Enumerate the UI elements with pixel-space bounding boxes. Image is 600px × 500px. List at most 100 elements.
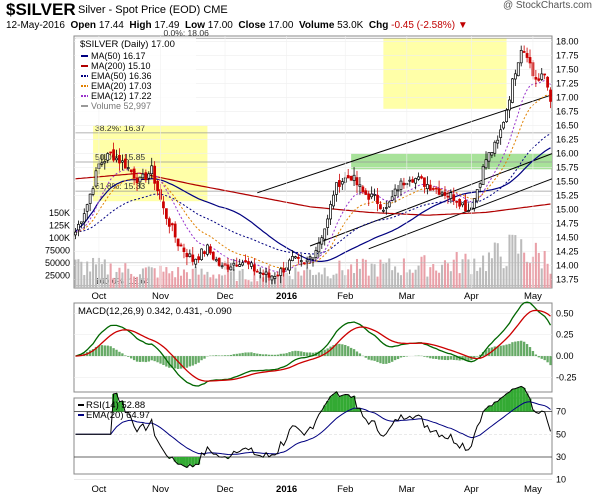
low-value: 17.00 (207, 20, 233, 31)
macd-hist-bar (303, 352, 306, 357)
candle-body (543, 73, 547, 76)
volume-bar (174, 277, 177, 288)
volume-bar (508, 234, 511, 288)
candle-body (106, 153, 110, 161)
rsi-overbought-fill (112, 393, 116, 412)
volume-bar (505, 266, 508, 288)
macd-hist-bar (144, 356, 148, 363)
rsi-oversold-fill (176, 456, 180, 465)
volume-bar (188, 278, 191, 288)
volume-bar (259, 275, 262, 288)
candle-body (182, 247, 186, 252)
candle-body (179, 244, 183, 247)
exchange-text: CME (203, 4, 228, 16)
price-tick-label: 16.25 (556, 135, 579, 145)
candle-body (370, 193, 374, 198)
volume-bar (367, 275, 370, 288)
volume-bar (218, 274, 221, 288)
volume-bar (382, 263, 385, 288)
macd-hist-bar (168, 356, 171, 368)
macd-hist-bar (349, 347, 353, 357)
candle-body (467, 210, 470, 212)
candle-body (77, 224, 80, 231)
macd-hist-bar (244, 352, 247, 357)
macd-hist-bar (455, 356, 458, 361)
volume-bar (467, 259, 470, 288)
rsi-overbought-fill (505, 393, 509, 412)
macd-hist-bar (399, 356, 403, 358)
macd-hist-bar (273, 354, 277, 357)
candle-body (214, 259, 218, 262)
volume-bar (435, 270, 438, 288)
volume-bar (455, 252, 458, 288)
channel-line-middle (309, 153, 553, 247)
candle-body (141, 173, 145, 179)
macd-hist-bar (487, 348, 491, 357)
volume-bar (221, 275, 224, 288)
macd-hist-bar (159, 356, 162, 364)
price-tick-label: 14.00 (556, 261, 579, 271)
rsi-overbought-fill (340, 395, 344, 412)
candle-body (170, 223, 174, 226)
high-value: 17.49 (154, 20, 180, 31)
volume-tick-label: 125K (49, 221, 70, 231)
macd-hist-bar (279, 353, 282, 357)
volume-bar (194, 266, 197, 288)
candle-body (420, 176, 423, 179)
volume-bar (147, 266, 150, 288)
volume-bar (89, 271, 92, 288)
candle-body (79, 221, 83, 224)
macd-hist-bar (215, 355, 218, 357)
macd-hist-bar (478, 354, 482, 357)
macd-hist-bar (531, 351, 535, 357)
macd-hist-bar (467, 356, 470, 361)
macd-hist-bar (247, 352, 250, 357)
macd-hist-bar (376, 356, 379, 363)
volume-bar (262, 277, 265, 288)
macd-hist-bar (138, 356, 142, 362)
ema50-line (75, 133, 551, 255)
rsi-ema-line (75, 401, 551, 456)
rsi-overbought-fill (343, 394, 347, 412)
candle-body (103, 161, 107, 164)
x-axis-label-lower: 2016 (276, 484, 297, 495)
volume-bar (534, 242, 537, 288)
macd-hist-bar (203, 356, 206, 359)
close-label: Close (238, 20, 266, 31)
volume-bar (528, 262, 532, 288)
volume-bar (133, 276, 136, 288)
volume-bar (540, 268, 543, 288)
rsi-overbought-fill (525, 393, 529, 412)
macd-hist-bar (276, 354, 279, 357)
price-tick-label: 17.25 (556, 79, 579, 89)
volume-bar (549, 273, 552, 288)
candle-body (499, 129, 503, 138)
volume-bar (391, 270, 394, 288)
candle-body (226, 264, 230, 270)
candle-body (147, 173, 151, 179)
price-tick-label: 17.50 (556, 65, 579, 75)
candle-body (396, 189, 400, 192)
rsi-legend: RSI(14) 52.88 (86, 400, 145, 411)
volume-bar (329, 278, 332, 288)
volume-bar (109, 263, 112, 288)
macd-hist-bar (103, 345, 106, 357)
candle-body (308, 256, 312, 259)
volume-tick-label: 25000 (45, 271, 70, 281)
macd-hist-bar (115, 349, 118, 357)
legend-item-ema50: EMA(50) 16.36 (91, 71, 152, 81)
macd-hist-bar (370, 356, 373, 361)
macd-tick-label: 0.00 (556, 351, 574, 361)
volume-bar (476, 270, 479, 288)
price-tick-label: 13.75 (556, 275, 579, 285)
macd-hist-bar (188, 356, 192, 367)
rsi-ema-legend: EMA(20) 64.97 (86, 410, 150, 421)
volume-bar (361, 258, 364, 288)
rsi-oversold-fill (173, 456, 177, 462)
volume-bar (482, 255, 485, 288)
price-summary: 12-May-2016 Open 17.44 High 17.49 Low 17… (6, 20, 468, 31)
volume-bar (376, 276, 379, 288)
rsi-overbought-fill (510, 389, 514, 412)
macd-hist-bar (121, 353, 124, 357)
